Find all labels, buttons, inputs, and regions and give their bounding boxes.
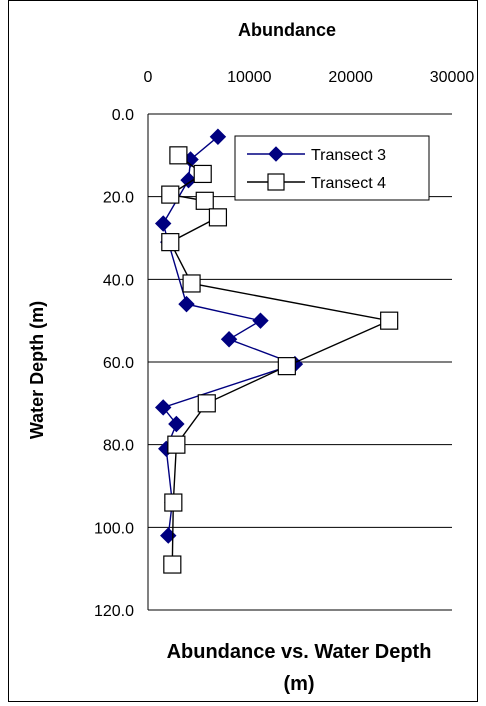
legend-box (234, 135, 430, 201)
data-series (154, 128, 399, 574)
data-point-transect-4 (197, 394, 216, 413)
data-point-transect-4 (161, 185, 180, 204)
y-axis-title: Water Depth (m) (27, 301, 47, 439)
y-tick-label: 0.0 (112, 107, 134, 124)
data-point-transect-4 (195, 191, 214, 210)
data-point-transect-3 (252, 312, 269, 329)
chart-title-line-2: (m) (283, 673, 314, 695)
chart-title-line-1: Abundance vs. Water Depth (167, 641, 432, 663)
data-point-transect-4 (164, 493, 183, 512)
y-tick-label: 100.0 (94, 520, 134, 537)
data-point-transect-3 (209, 128, 227, 145)
y-tick-label: 40.0 (103, 272, 134, 289)
data-point-transect-4 (167, 435, 186, 454)
chart-title: Abundance vs. Water Depth (m) (167, 641, 432, 695)
data-point-transect-4 (163, 555, 182, 574)
x-tick-label: 0 (144, 69, 153, 86)
data-point-transect-4 (277, 357, 296, 376)
data-point-transect-4 (380, 311, 399, 330)
x-tick-labels: 0 10000 20000 30000 (144, 69, 475, 86)
legend: Transect 3 Transect 4 (234, 135, 430, 201)
data-point-transect-4 (193, 164, 212, 184)
abundance-depth-chart: Abundance 0 10000 20000 30000 0.0 20.0 40.0 60… (27, 20, 475, 695)
legend-label: Transect 4 (311, 175, 386, 192)
data-point-transect-4 (208, 208, 228, 227)
data-point-transect-3 (220, 331, 238, 348)
chart-frame: Abundance 0 10000 20000 30000 0.0 20.0 40.0 60… (8, 0, 478, 702)
y-tick-label: 80.0 (103, 438, 134, 455)
data-point-transect-3 (154, 215, 172, 232)
y-tick-label: 120.0 (94, 603, 134, 620)
data-point-transect-3 (168, 415, 185, 433)
legend-marker-diamond (268, 146, 284, 162)
x-tick-label: 30000 (430, 69, 475, 86)
legend-label: Transect 3 (311, 147, 386, 164)
data-point-transect-4 (161, 233, 180, 252)
data-point-transect-3 (154, 399, 172, 416)
y-tick-label: 20.0 (103, 190, 134, 207)
data-point-transect-3 (178, 295, 195, 313)
x-tick-label: 10000 (227, 69, 272, 86)
x-axis-title: Abundance (238, 20, 336, 40)
data-point-transect-4 (182, 274, 201, 293)
data-point-transect-4 (169, 146, 188, 165)
x-tick-label: 20000 (328, 69, 373, 86)
y-tick-label: 60.0 (103, 355, 134, 372)
data-point-transect-3 (180, 171, 197, 189)
legend-marker-square (267, 173, 285, 191)
y-tick-labels: 0.0 20.0 40.0 60.0 80.0 100.0 120.0 (94, 107, 134, 620)
